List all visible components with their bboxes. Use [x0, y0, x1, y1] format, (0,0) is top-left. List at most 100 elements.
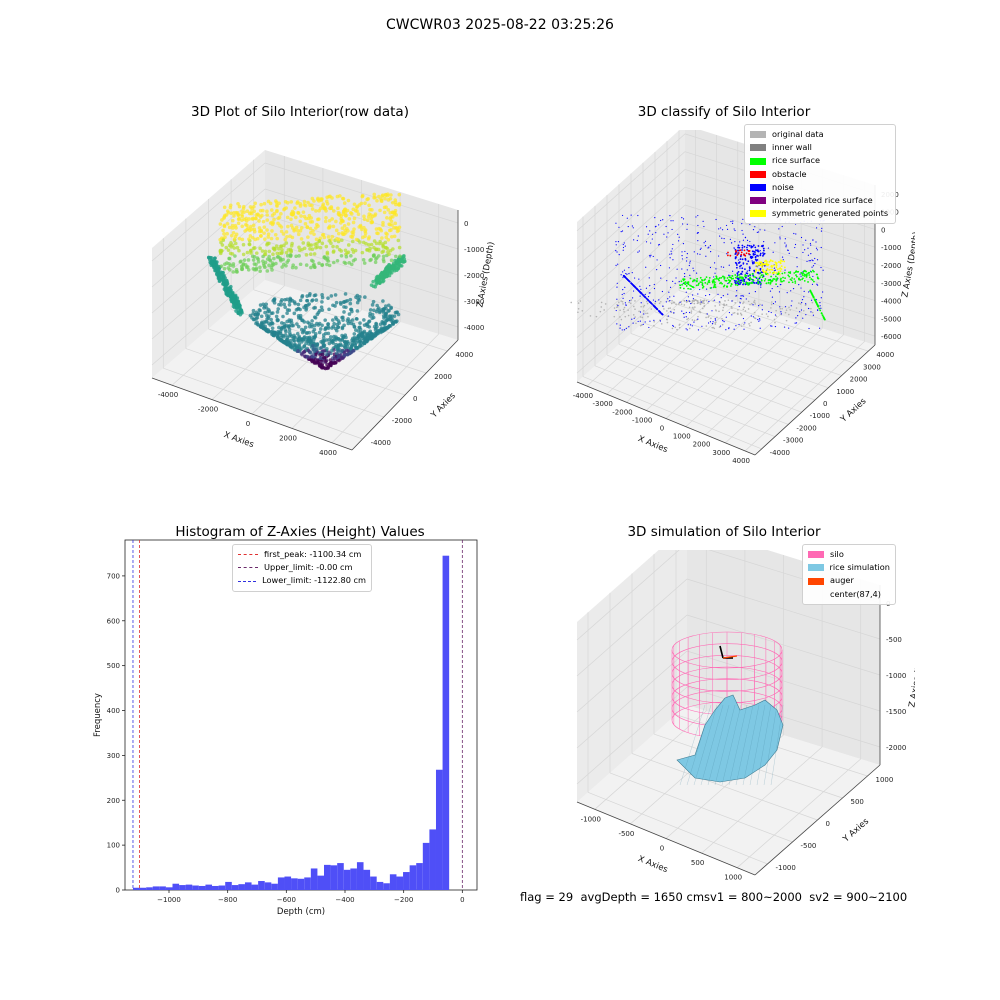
data-point [790, 279, 793, 282]
data-point [734, 241, 736, 243]
data-point [779, 261, 782, 264]
data-point [291, 263, 295, 267]
data-point [249, 224, 253, 229]
data-point [617, 304, 619, 307]
x-tick-label: −1000 [157, 896, 181, 904]
data-point [662, 219, 664, 221]
histogram-bar [324, 864, 331, 890]
data-point [681, 251, 683, 253]
data-point [360, 250, 365, 255]
histogram-bar [403, 872, 410, 890]
data-point [376, 307, 380, 312]
data-point [246, 258, 251, 262]
data-point [346, 243, 351, 247]
data-point [298, 316, 303, 321]
data-point [707, 247, 709, 249]
data-point [741, 229, 743, 232]
data-point [686, 329, 688, 331]
data-point [815, 241, 817, 243]
rice-mesh [679, 704, 706, 786]
data-point [331, 318, 335, 322]
data-point [320, 308, 325, 312]
data-point [340, 226, 345, 230]
data-point [236, 221, 241, 225]
data-point [232, 237, 237, 241]
data-point [619, 324, 621, 326]
data-point [358, 321, 362, 325]
data-point [399, 259, 404, 263]
data-point [710, 251, 712, 253]
data-point [748, 282, 751, 284]
y-tick-label: -2000 [392, 417, 412, 425]
data-point [729, 254, 732, 257]
data-point [244, 216, 248, 221]
data-point [390, 314, 394, 319]
data-point [756, 265, 758, 267]
data-point [333, 293, 338, 297]
data-point [300, 352, 304, 357]
data-point [700, 301, 702, 303]
data-point [388, 197, 393, 201]
data-point [308, 252, 313, 257]
data-point [363, 234, 367, 239]
data-point [726, 277, 729, 279]
data-point [732, 277, 735, 280]
classify-3d-title: 3D classify of Silo Interior [637, 104, 811, 120]
data-point [210, 260, 215, 265]
data-point [774, 242, 776, 244]
rice-mesh [728, 704, 748, 786]
histogram-bar [172, 883, 180, 890]
data-point [254, 262, 258, 267]
data-point [294, 254, 298, 259]
data-point [268, 201, 273, 206]
data-point [810, 291, 813, 294]
x-axis-label: Depth (cm) [277, 907, 325, 917]
grid-line [264, 162, 459, 224]
data-point [640, 292, 643, 295]
data-point [323, 256, 328, 261]
grid-line [654, 311, 842, 376]
data-point [375, 332, 379, 336]
data-point [695, 272, 698, 274]
status-readout: flag = 29 avgDepth = 1650 cmsv1 = 800~20… [520, 890, 908, 904]
histogram-bar [383, 883, 390, 890]
data-point [677, 233, 679, 236]
data-point [775, 279, 778, 282]
y-tick-label: -500 [801, 842, 817, 850]
data-point [742, 218, 744, 220]
rice-mesh [686, 704, 712, 786]
data-point [653, 324, 655, 327]
data-point [263, 237, 267, 241]
data-point [649, 256, 651, 258]
data-point [308, 226, 313, 231]
data-point [733, 247, 736, 249]
data-point [802, 272, 805, 275]
data-point [788, 275, 791, 278]
data-point [634, 277, 636, 279]
z-tick-label: -6000 [881, 333, 901, 341]
data-point [714, 278, 716, 280]
data-point [278, 329, 283, 334]
data-point [767, 315, 769, 318]
data-point [795, 275, 798, 278]
data-point [250, 254, 255, 259]
data-point [260, 213, 264, 218]
data-point [244, 222, 248, 227]
data-point [771, 260, 774, 263]
data-point [622, 276, 624, 278]
legend-item: inner wall [750, 141, 890, 154]
data-point [807, 254, 809, 256]
data-point [781, 280, 784, 283]
grid-line [684, 204, 876, 266]
data-point [788, 306, 790, 309]
data-point [712, 326, 714, 329]
data-point [653, 319, 655, 321]
data-point [280, 265, 284, 269]
data-point [684, 275, 686, 278]
y-tick-label: 4000 [876, 351, 894, 359]
data-point [250, 216, 255, 221]
data-point [648, 277, 650, 279]
data-point [805, 270, 807, 273]
data-point [215, 272, 219, 277]
z-tick-label: -500 [886, 636, 902, 644]
